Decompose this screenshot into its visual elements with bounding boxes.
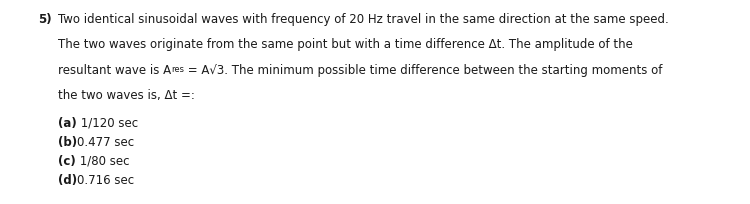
Text: 1/120 sec: 1/120 sec (76, 116, 138, 129)
Text: resultant wave is A: resultant wave is A (58, 64, 171, 77)
Text: 0.716 sec: 0.716 sec (77, 173, 134, 186)
Text: res: res (171, 64, 184, 73)
Text: (d): (d) (58, 173, 77, 186)
Text: (a): (a) (58, 116, 76, 129)
Text: The two waves originate from the same point but with a time difference Δt. The a: The two waves originate from the same po… (58, 38, 633, 51)
Text: 1/80 sec: 1/80 sec (76, 154, 129, 167)
Text: 0.477 sec: 0.477 sec (77, 135, 134, 148)
Text: 5): 5) (38, 13, 52, 26)
Text: = A√3. The minimum possible time difference between the starting moments of: = A√3. The minimum possible time differe… (184, 64, 662, 77)
Text: the two waves is, Δt =:: the two waves is, Δt =: (58, 89, 195, 102)
Text: (c): (c) (58, 154, 76, 167)
Text: Two identical sinusoidal waves with frequency of 20 Hz travel in the same direct: Two identical sinusoidal waves with freq… (58, 13, 669, 26)
Text: (b): (b) (58, 135, 77, 148)
